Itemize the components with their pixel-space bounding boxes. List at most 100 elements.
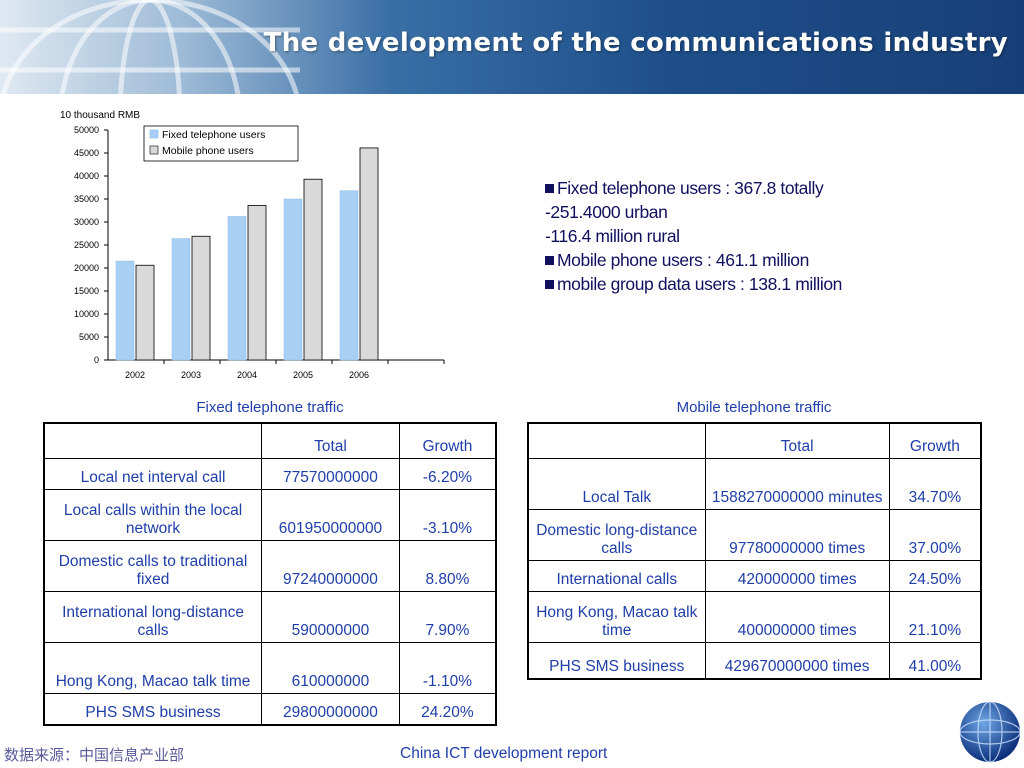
bar-chart: 10 thousand RMB 0 5000 10000 15000 20000 25000… [60,110,445,380]
y-unit-label: 10 thousand RMB [60,110,140,121]
row-label-cell: Local Talk [527,458,706,510]
bullet-item: Fixed telephone users : 367.8 totally [545,176,842,200]
y-tick-label: 50000 [74,125,99,135]
y-tick-label: 20000 [74,263,99,273]
header-cell [43,422,263,459]
growth-cell: 8.80% [398,540,497,592]
row-label-cell: International long-distance calls [43,591,263,643]
bullet-item: -116.4 million rural [545,224,842,248]
growth-cell: 37.00% [888,509,982,561]
table-header-row: Total Growth [43,422,497,459]
header-cell [527,422,706,459]
growth-cell: -1.10% [398,642,497,694]
total-cell: 429670000000 times [704,642,890,679]
row-label-cell: Local calls within the local network [43,489,263,541]
growth-cell: 41.00% [888,642,982,679]
row-label-cell: Local net interval call [43,458,263,490]
table-row: International calls 420000000 times 24.50% [527,560,982,592]
bar-mobile-phone-users [247,205,267,361]
growth-cell: 21.10% [888,591,982,643]
growth-cell: 24.50% [888,560,982,592]
growth-cell: -3.10% [398,489,497,541]
total-cell: 29800000000 [261,693,400,725]
source-note: 数据来源：中国信息产业部 [4,746,185,764]
fixed-table-caption: Fixed telephone traffic [196,399,344,416]
table-row: Hong Kong, Macao talk time 400000000 time… [527,591,982,643]
table-row: Domestic calls to traditional fixed 97240… [43,540,497,592]
header-cell: Growth [398,422,497,459]
globe-graphic-icon [0,0,300,94]
growth-cell: -6.20% [398,458,497,490]
growth-cell: 7.90% [398,591,497,643]
bullet-text: mobile group data users : 138.1 million [557,274,842,294]
bar-fixed-telephone-users [283,198,303,361]
legend-label: Mobile phone users [162,145,254,157]
row-label-cell: PHS SMS business [527,642,706,679]
globe-logo-icon [959,701,1021,763]
legend-swatch [149,145,159,155]
bar-fixed-telephone-users [171,238,191,361]
y-tick-label: 30000 [74,217,99,227]
bullet-item: mobile group data users : 138.1 million [545,272,842,296]
row-label-cell: PHS SMS business [43,693,263,725]
row-label-cell: Hong Kong, Macao talk time [43,642,263,694]
header-cell: Total [704,422,890,459]
y-tick-label: 5000 [79,332,99,342]
bar-fixed-telephone-users [227,216,247,361]
table-row: Local calls within the local network 6019… [43,489,497,541]
x-tick-label: 2006 [349,370,369,380]
bar-mobile-phone-users [191,235,211,361]
mobile-traffic-table: Total Growth Local Talk 1588270000000 min… [527,422,982,680]
bullet-text: -251.4000 urban [545,202,668,222]
table-header-row: Total Growth [527,422,982,459]
bullet-item: Mobile phone users : 461.1 million [545,248,842,272]
growth-cell: 24.20% [398,693,497,725]
total-cell: 420000000 times [704,560,890,592]
y-tick-label: 15000 [74,286,99,296]
page-title: The development of the communications in… [263,28,1008,58]
table-row: Hong Kong, Macao talk time 610000000 -1.10… [43,642,497,694]
legend-box [143,125,299,162]
total-cell: 601950000000 [261,489,400,541]
total-cell: 77570000000 [261,458,400,490]
bar-mobile-phone-users [303,178,323,361]
table-row: Local net interval call 77570000000 -6.20% [43,458,497,490]
mobile-table-caption: Mobile telephone traffic [676,399,832,416]
total-cell: 1588270000000 minutes [704,458,890,510]
fixed-traffic-table: Total Growth Local net interval call 7757… [43,422,497,726]
table-row: PHS SMS business 429670000000 times 41.00% [527,642,982,679]
bullet-item: -251.4000 urban [545,200,842,224]
total-cell: 97240000000 [261,540,400,592]
bar-mobile-phone-users [135,264,155,361]
summary-bullets: Fixed telephone users : 367.8 totally -25… [545,176,842,296]
row-label-cell: Hong Kong, Macao talk time [527,591,706,643]
total-cell: 97780000000 times [704,509,890,561]
y-tick-label: 35000 [74,194,99,204]
y-tick-label: 0 [94,355,99,365]
table-row: International long-distance calls 5900000… [43,591,497,643]
total-cell: 400000000 times [704,591,890,643]
row-label-cell: International calls [527,560,706,592]
y-tick-label: 25000 [74,240,99,250]
legend-label: Fixed telephone users [162,129,265,141]
total-cell: 590000000 [261,591,400,643]
bar-fixed-telephone-users [339,190,359,361]
x-tick-label: 2005 [293,370,313,380]
bar-fixed-telephone-users [115,260,135,361]
header-cell: Growth [888,422,982,459]
total-cell: 610000000 [261,642,400,694]
x-tick-label: 2004 [237,370,257,380]
header-cell: Total [261,422,400,459]
header-banner: The development of the communications in… [0,0,1024,94]
y-tick-label: 10000 [74,309,99,319]
bullet-text: -116.4 million rural [545,226,680,246]
bullet-square-icon [545,256,554,265]
bar-mobile-phone-users [359,147,379,361]
row-label-cell: Domestic calls to traditional fixed [43,540,263,592]
table-row: Local Talk 1588270000000 minutes 34.70% [527,458,982,510]
table-row: Domestic long-distance calls 97780000000 … [527,509,982,561]
table-row: PHS SMS business 29800000000 24.20% [43,693,497,725]
bullet-square-icon [545,280,554,289]
bullet-text: Fixed telephone users : 367.8 totally [557,178,824,198]
x-tick-label: 2003 [181,370,201,380]
